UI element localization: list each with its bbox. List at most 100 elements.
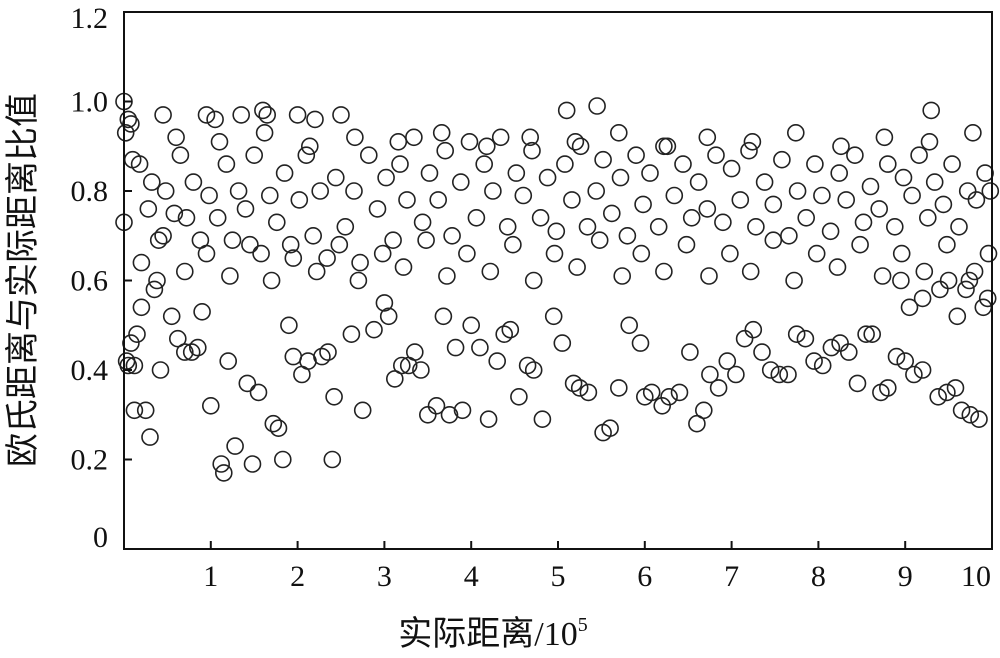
scatter-point — [851, 235, 869, 254]
scatter-point — [130, 155, 149, 173]
scatter-point — [273, 450, 292, 469]
scatter-point — [807, 244, 826, 263]
y-tick-label: 1.0 — [71, 86, 109, 119]
scatter-point — [264, 414, 283, 433]
scatter-point — [353, 401, 372, 420]
scatter-point — [373, 244, 392, 263]
scatter-point — [796, 329, 815, 348]
scatter-point — [649, 218, 668, 236]
scatter-point — [176, 343, 194, 361]
scatter-point — [136, 401, 155, 420]
scatter-point — [939, 271, 958, 290]
scatter-point — [943, 155, 961, 173]
scatter-point — [533, 410, 552, 429]
scatter-point — [297, 146, 316, 164]
scatter-point — [325, 387, 343, 406]
scatter-point — [689, 173, 708, 191]
scatter-point — [119, 356, 138, 375]
scatter-point — [217, 155, 236, 173]
scatter-point — [848, 374, 867, 393]
scatter-point — [698, 200, 717, 218]
scatter-point — [342, 325, 361, 344]
scatter-point — [698, 128, 717, 147]
scatter-point — [200, 186, 218, 205]
scatter-point — [475, 155, 494, 173]
scatter-point — [618, 227, 637, 245]
scatter-point — [785, 271, 803, 290]
scatter-point — [887, 347, 906, 366]
scatter-point — [878, 155, 897, 173]
scatter-points — [115, 92, 1000, 482]
scatter-point — [491, 128, 510, 147]
scatter-point — [764, 195, 783, 214]
x-tick-label: 8 — [811, 560, 826, 593]
x-tick-label: 4 — [464, 560, 479, 593]
scatter-point — [288, 106, 307, 124]
scatter-point — [892, 271, 910, 290]
scatter-point — [229, 182, 248, 200]
scatter-point — [744, 320, 763, 339]
scatter-point — [743, 133, 762, 151]
scatter-point — [631, 334, 650, 352]
scatter-point — [241, 235, 259, 254]
scatter-point — [655, 137, 673, 156]
scatter-point — [694, 401, 713, 420]
scatter-point — [564, 374, 583, 393]
scatter-point — [892, 244, 911, 263]
scatter-point — [346, 128, 364, 147]
scatter-point — [143, 173, 161, 191]
scatter-point — [145, 280, 164, 299]
scatter-point — [854, 213, 873, 232]
scatter-point — [208, 209, 227, 227]
scatter-point — [611, 168, 630, 187]
scatter-point — [786, 124, 805, 142]
scatter-point — [260, 186, 279, 205]
scatter-point — [967, 191, 986, 209]
scatter-point — [436, 141, 455, 160]
scatter-point — [839, 343, 858, 361]
scatter-point — [394, 258, 413, 276]
scatter-point — [727, 365, 745, 384]
scatter-point — [632, 244, 651, 263]
scatter-point — [946, 379, 965, 397]
scatter-point — [427, 396, 446, 415]
scatter-point — [821, 222, 840, 241]
scatter-point — [405, 343, 424, 361]
plot-frame — [123, 11, 993, 550]
scatter-point — [197, 106, 216, 124]
scatter-point — [913, 361, 932, 379]
scatter-point — [477, 137, 496, 156]
scatter-point — [547, 222, 566, 241]
scatter-point — [116, 124, 135, 142]
scatter-point — [323, 450, 342, 469]
scatter-point — [806, 155, 824, 173]
x-tick-label: 2 — [290, 560, 305, 593]
x-tick-label: 3 — [377, 560, 392, 593]
scatter-point — [641, 164, 659, 182]
scatter-point — [169, 329, 187, 348]
scatter-point — [417, 231, 435, 249]
scatter-point — [122, 334, 140, 352]
scatter-point — [212, 455, 230, 473]
scatter-point — [206, 110, 224, 129]
scatter-point — [507, 164, 526, 182]
scatter-point — [978, 289, 997, 308]
scatter-point — [501, 320, 520, 339]
scatter-point — [900, 298, 919, 317]
scatter-point — [613, 267, 632, 285]
scatter-point — [184, 173, 203, 191]
scatter-point — [139, 200, 158, 218]
scatter-point — [498, 218, 517, 236]
scatter-point — [563, 191, 581, 209]
scatter-point — [609, 379, 628, 397]
scatter-point — [929, 387, 948, 406]
scatter-point — [125, 356, 144, 375]
scatter-point — [349, 271, 368, 290]
scatter-point — [523, 141, 541, 160]
scatter-point — [779, 365, 797, 384]
scatter-point — [479, 410, 498, 429]
scatter-point — [682, 209, 701, 227]
scatter-point — [307, 262, 326, 281]
scatter-point — [861, 177, 880, 196]
scatter-point — [747, 218, 765, 236]
